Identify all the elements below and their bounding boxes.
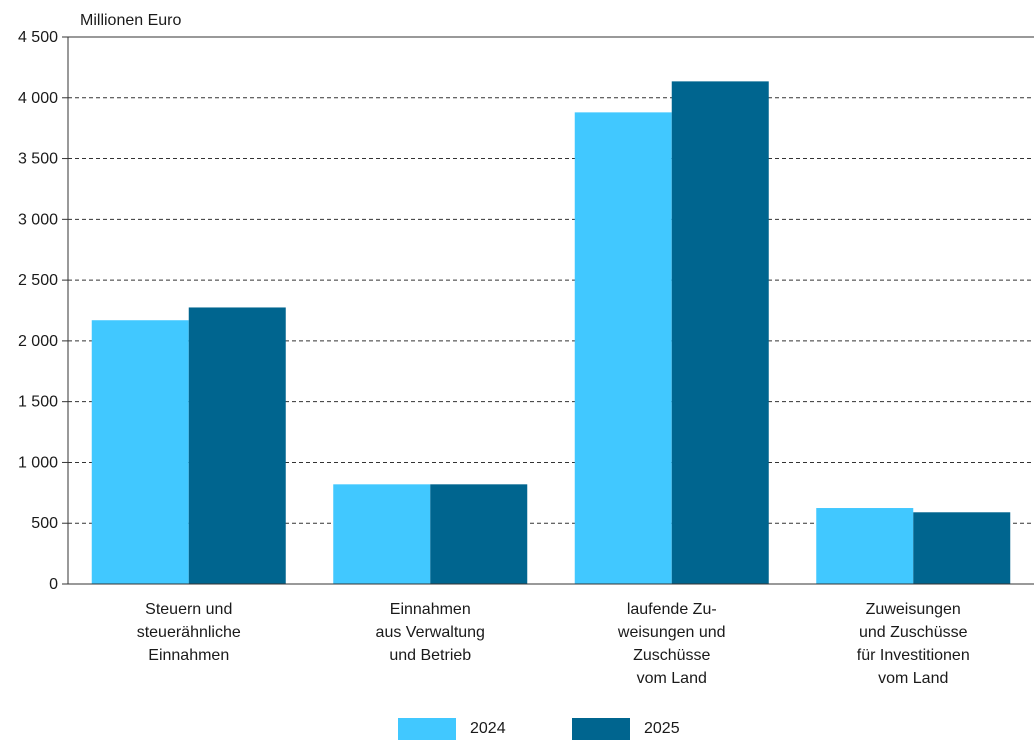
bar-chart: 0 500 1 000 1 500 2 000 2 500 3 000 3 500 4 000 4…	[18, 29, 1034, 593]
category-label: Einnahmen aus Verwaltung und Betrieb	[375, 601, 485, 664]
category-label: Zuweisungen und Zuschüsse für Investitio…	[856, 601, 970, 687]
bar-2025-2	[671, 81, 769, 585]
y-tick-label: 1 500	[18, 394, 58, 411]
y-tick-label: 4 500	[18, 29, 58, 46]
y-tick-label: 4 000	[18, 90, 58, 107]
bar-2024-3	[816, 508, 914, 584]
bar-2025-0	[188, 307, 286, 584]
legend-swatch	[398, 718, 456, 740]
y-tick-label: 2 500	[18, 272, 58, 289]
y-axis-unit-label: Millionen Euro	[80, 12, 182, 29]
legend-swatch	[572, 718, 630, 740]
category-label: laufende Zu- weisungen und Zuschüsse vom…	[617, 601, 726, 687]
legend: 2024 2025	[0, 716, 1034, 740]
y-tick-label: 3 500	[18, 151, 58, 168]
y-tick-label: 3 000	[18, 211, 58, 228]
legend-item-2024: 2024	[398, 718, 506, 740]
legend-item-2025: 2025	[572, 718, 680, 740]
bar-2024-1	[333, 484, 431, 584]
y-tick-label: 500	[31, 515, 58, 532]
category-label: Steuern und steuerähnliche Einnahmen	[136, 601, 241, 664]
bar-2025-3	[913, 512, 1011, 584]
y-tick-label: 2 000	[18, 333, 58, 350]
legend-label: 2024	[470, 720, 506, 737]
bar-2024-0	[91, 320, 189, 584]
bar-2025-1	[430, 484, 528, 584]
legend-label: 2025	[644, 720, 680, 737]
y-tick-label: 0	[49, 576, 58, 593]
y-tick-label: 1 000	[18, 454, 58, 471]
bar-2024-2	[574, 112, 672, 584]
